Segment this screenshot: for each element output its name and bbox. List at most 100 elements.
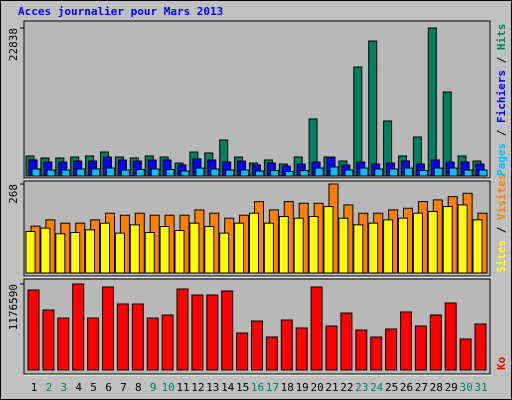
bar [323,206,334,274]
x-tick-label: 12 [191,381,204,394]
bar [442,206,453,274]
bar [249,212,259,274]
bar [206,294,219,371]
bar [85,229,96,274]
bar [472,219,483,274]
x-tick-label: 19 [296,381,309,394]
bar [165,169,175,177]
x-tick-label: 6 [105,381,112,394]
bar [433,167,443,177]
bar [412,212,423,274]
x-tick-label: 26 [400,381,413,394]
bar [344,169,354,177]
bar [385,328,398,371]
bar [457,204,468,274]
bar [355,329,368,371]
bar [42,309,55,371]
bar [278,216,289,274]
x-tick-label: 30 [459,381,472,394]
x-tick-label: 28 [430,381,443,394]
bar [57,317,70,371]
bar [429,314,442,371]
bar [70,231,81,274]
x-tick-label: 2 [46,381,53,394]
legend: Pages / Fichiers / Hits [495,24,508,176]
bar [251,320,263,371]
bar [72,283,85,371]
bar [269,169,279,177]
bar [418,169,428,177]
bar [131,303,144,371]
bar [459,338,472,371]
bar [295,327,308,371]
bar [40,227,51,274]
bar [368,40,378,177]
bar [161,314,174,371]
legend: Ko [495,356,508,370]
legend-entry: Visites [495,174,508,220]
bar [46,169,56,177]
bar [176,288,189,371]
bar [61,169,71,177]
bar [263,222,274,274]
x-tick-label: 11 [176,381,189,394]
x-tick-label: 27 [415,381,428,394]
bar [27,289,40,371]
bar [284,170,294,177]
bar [314,167,324,177]
bar [102,286,114,371]
bar [129,224,140,274]
bar [444,302,457,371]
bar [191,294,204,371]
bar [383,219,394,274]
bar [368,222,379,274]
bar [116,303,129,371]
bar [325,325,338,371]
bar [120,169,130,177]
bar [414,325,427,371]
x-tick-label: 18 [281,381,294,394]
bar [159,226,170,274]
bar [225,169,235,177]
x-tick-label: 25 [385,381,398,394]
legend-entry: Pages [495,143,508,176]
bar [180,170,190,177]
chart-title: Acces journalier pour Mars 2013 [18,5,223,18]
legend-entry: Hits [495,24,508,51]
bar [329,166,339,177]
bar [236,332,249,371]
bar [404,167,413,177]
bar [55,233,66,274]
bar [25,230,36,274]
bar [100,222,110,274]
bar [463,169,473,177]
bar [340,312,353,371]
bar [255,170,264,177]
bar [135,169,145,177]
bar [370,336,383,371]
bar [240,169,250,177]
bar [427,211,438,274]
legend-entry: Ko [495,356,508,370]
x-tick-label: 1 [31,381,38,394]
bar [293,217,304,274]
x-tick-label: 9 [150,381,157,394]
x-tick-label: 21 [325,381,338,394]
x-tick-label: 14 [221,381,235,394]
bar [219,232,230,274]
bar [144,231,155,274]
bar [427,27,437,177]
x-tick-label: 23 [355,381,368,394]
bar [353,66,363,177]
legend-separator: / [495,50,508,70]
bar [150,168,160,177]
x-tick-label: 31 [474,381,487,394]
legend-separator: / [495,123,508,143]
bar [114,232,125,274]
legend-entry: Fichiers [495,70,508,123]
y-tick-label: 1176590 [7,284,20,330]
bar [359,167,369,177]
bar [189,222,200,274]
bar [308,216,319,274]
